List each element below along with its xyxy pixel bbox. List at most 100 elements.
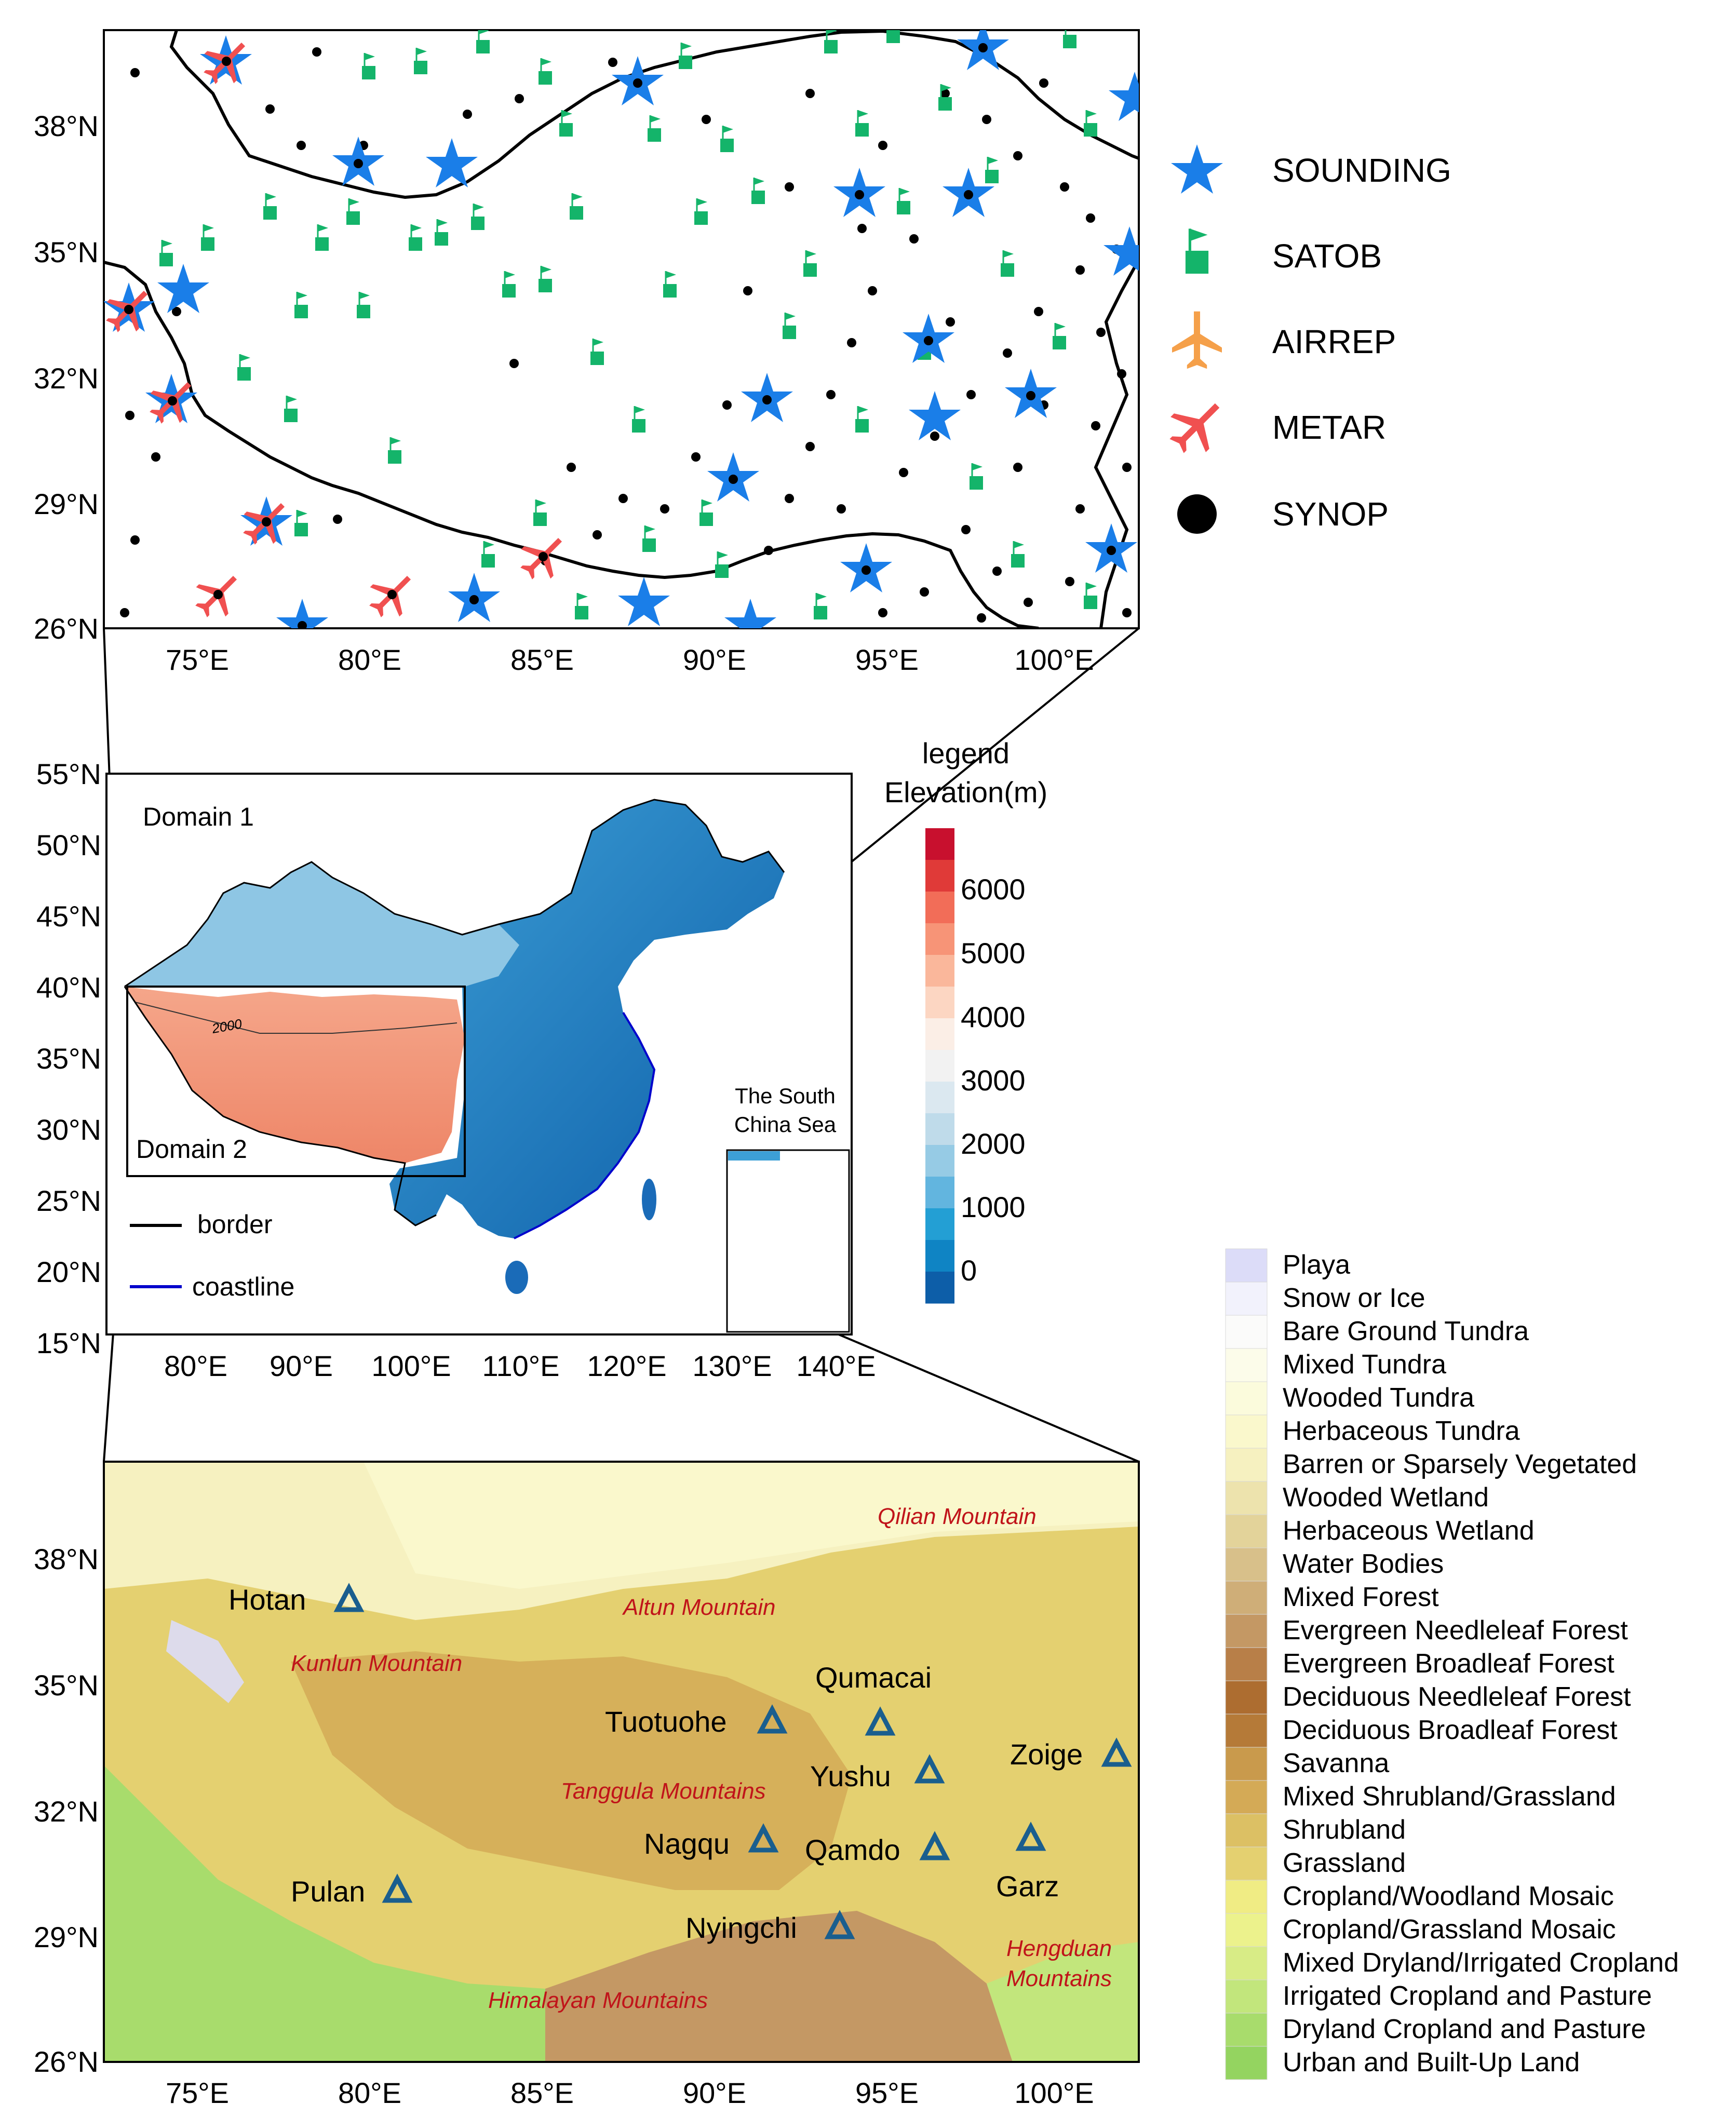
colorbar-swatch xyxy=(925,1018,954,1050)
station-label: Tuotuohe xyxy=(605,1705,727,1738)
legend-satob: SATOB xyxy=(1272,237,1382,275)
border-legend: border xyxy=(197,1210,273,1239)
mountain-label: Himalayan Mountains xyxy=(488,1988,708,2013)
landuse-label: Playa xyxy=(1283,1250,1350,1280)
landuse-map-frame xyxy=(103,1461,1140,2063)
mountain-label: Kunlun Mountain xyxy=(291,1651,462,1676)
legend-synop: SYNOP xyxy=(1272,495,1389,533)
landuse-label: Mixed Forest xyxy=(1283,1582,1439,1612)
station-label: Pulan xyxy=(291,1875,365,1908)
china-east-region xyxy=(389,800,784,1238)
landuse-swatch xyxy=(1225,1913,1268,1947)
top-lon-label: 85°E xyxy=(510,643,574,676)
mid-lat-labels: 55°N 50°N 45°N 40°N 35°N 30°N 25°N 20°N … xyxy=(36,758,101,1359)
landuse-swatch xyxy=(1225,1448,1268,1482)
mid-lon-label: 140°E xyxy=(796,1350,876,1382)
mountain-labels: Qilian Mountain Altun Mountain Kunlun Mo… xyxy=(291,1504,1112,2013)
bot-lat-label: 29°N xyxy=(34,1921,99,1953)
bot-lon-label: 85°E xyxy=(510,2076,574,2109)
station-label: Nagqu xyxy=(644,1827,730,1860)
landuse-swatch xyxy=(1225,1514,1268,1548)
landuse-map: Hotan Qumacai Tuotuohe Zoige Yushu Nagqu… xyxy=(34,1461,1140,2109)
tibet-plateau-region xyxy=(125,987,465,1163)
airplane-icon xyxy=(1172,312,1222,369)
landuse-swatch xyxy=(1225,1680,1268,1715)
colorbar-tick: 0 xyxy=(961,1254,977,1287)
bot-lon-label: 75°E xyxy=(166,2076,229,2109)
mountain-label: Qilian Mountain xyxy=(878,1504,1037,1529)
landuse-forest-zone xyxy=(545,1911,1013,2062)
colorbar-tick: 5000 xyxy=(961,937,1026,969)
landuse-label: Bare Ground Tundra xyxy=(1283,1316,1529,1346)
bot-lat-labels: 38°N 35°N 32°N 29°N 26°N xyxy=(34,1543,99,2078)
landuse-swatch xyxy=(1225,1979,1268,2014)
station-label: Hotan xyxy=(228,1583,306,1616)
bot-lat-label: 32°N xyxy=(34,1795,99,1828)
top-lon-label: 80°E xyxy=(338,643,401,676)
contour-2000-line xyxy=(134,1002,457,1034)
landuse-snow-west xyxy=(166,1620,244,1703)
mid-lat-label: 30°N xyxy=(36,1113,101,1146)
bot-lon-label: 100°E xyxy=(1014,2076,1094,2109)
landuse-swatch xyxy=(1225,2013,1268,2047)
mid-lat-label: 35°N xyxy=(36,1042,101,1075)
mid-lat-label: 40°N xyxy=(36,971,101,1004)
colorbar-swatches xyxy=(925,828,954,1304)
coastline-legend: coastline xyxy=(192,1272,294,1301)
station-label: Garz xyxy=(996,1870,1059,1903)
hainan-island xyxy=(505,1261,528,1294)
colorbar-swatch xyxy=(925,1208,954,1240)
landuse-swatch xyxy=(1225,1880,1268,1914)
colorbar-swatch xyxy=(925,1177,954,1209)
landuse-swatch xyxy=(1225,1381,1268,1415)
landuse-label: Cropland/Grassland Mosaic xyxy=(1283,1914,1616,1945)
colorbar-tick: 4000 xyxy=(961,1001,1026,1033)
top-lat-labels: 38°N 35°N 32°N 29°N 26°N xyxy=(34,110,99,645)
bot-lat-label: 38°N xyxy=(34,1543,99,1575)
colorbar-tick: 3000 xyxy=(961,1064,1026,1097)
landuse-swatch xyxy=(1225,1348,1268,1382)
mid-lon-label: 100°E xyxy=(371,1350,451,1382)
landuse-green-east xyxy=(987,1942,1139,2062)
colorbar-swatch xyxy=(925,860,954,892)
mid-lon-label: 120°E xyxy=(587,1350,666,1382)
legend-sounding: SOUNDING xyxy=(1272,152,1451,189)
elevation-colorbar: legend Elevation(m) 6000 5000 4000 3000 … xyxy=(884,737,1047,1304)
landuse-swatch xyxy=(1225,2046,1268,2080)
landuse-label: Herbaceous Tundra xyxy=(1283,1416,1520,1446)
station-labels: Hotan Qumacai Tuotuohe Zoige Yushu Nagqu… xyxy=(228,1583,1083,1944)
dot-icon xyxy=(1177,494,1217,534)
south-china-sea-inset xyxy=(726,1149,850,1333)
mid-lon-labels: 80°E 90°E 100°E 110°E 120°E 130°E 140°E xyxy=(164,1350,876,1382)
landuse-swatch xyxy=(1225,1714,1268,1748)
domain1-label: Domain 1 xyxy=(143,802,254,831)
bot-lon-label: 90°E xyxy=(683,2076,746,2109)
mid-lat-label: 20°N xyxy=(36,1256,101,1288)
colorbar-swatch xyxy=(925,828,954,860)
landuse-swatch xyxy=(1225,1581,1268,1615)
colorbar-tick: 2000 xyxy=(961,1127,1026,1160)
flag-square-icon xyxy=(1186,228,1208,274)
landuse-swatch xyxy=(1225,1281,1268,1316)
domain2-label: Domain 2 xyxy=(136,1135,247,1164)
landuse-swatch xyxy=(1225,1846,1268,1881)
bot-lat-label: 35°N xyxy=(34,1669,99,1702)
colorbar-swatch xyxy=(925,1272,954,1304)
top-lon-labels: 75°E 80°E 85°E 90°E 95°E 100°E xyxy=(166,643,1094,676)
landuse-label: Dryland Cropland and Pasture xyxy=(1283,2014,1646,2044)
mountain-label: Altun Mountain xyxy=(622,1595,776,1620)
landuse-swatch xyxy=(1225,1315,1268,1349)
top-lat-label: 29°N xyxy=(34,488,99,520)
bot-lat-label: 26°N xyxy=(34,2045,99,2078)
colorbar-swatch xyxy=(925,1082,954,1114)
station-label: Zoige xyxy=(1010,1738,1083,1771)
top-lat-label: 32°N xyxy=(34,362,99,395)
landuse-swatch xyxy=(1225,1481,1268,1515)
legend-airrep: AIRREP xyxy=(1272,323,1396,360)
domain2-frame xyxy=(126,986,466,1177)
landuse-label: Irrigated Cropland and Pasture xyxy=(1283,1981,1652,2011)
landuse-label: Deciduous Needleleaf Forest xyxy=(1283,1682,1631,1712)
top-lat-label: 26°N xyxy=(34,612,99,645)
